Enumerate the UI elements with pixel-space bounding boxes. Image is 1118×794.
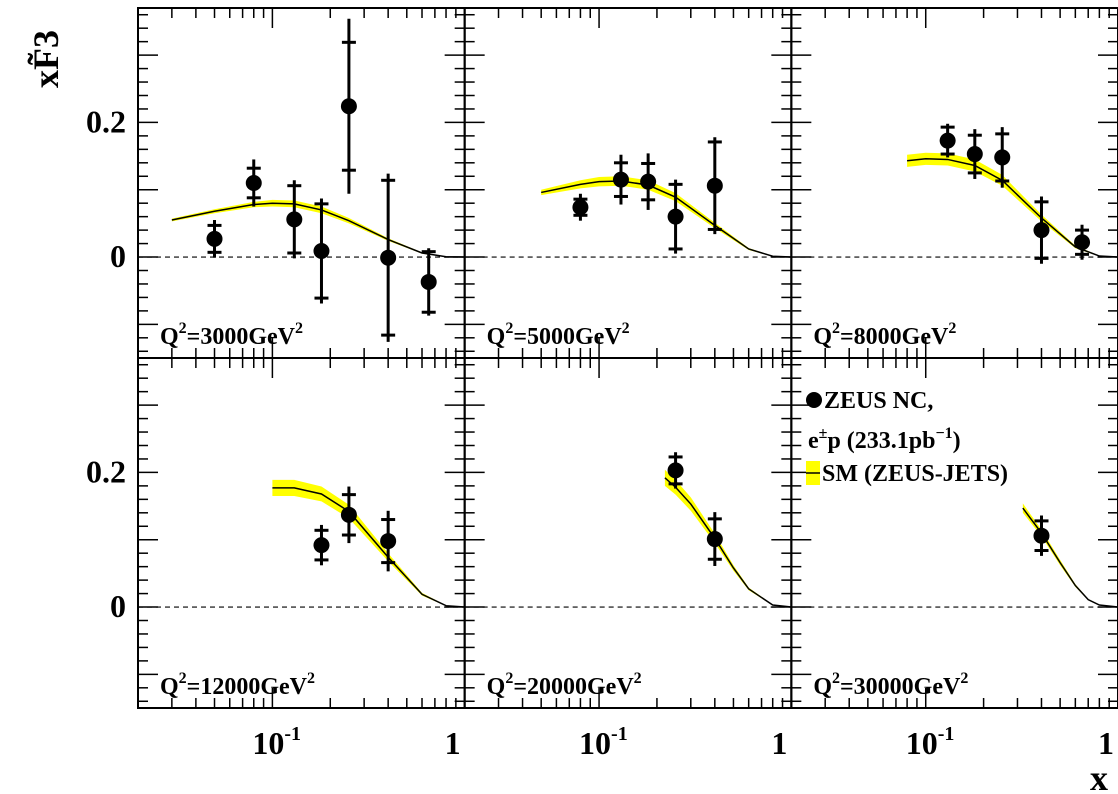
model-band bbox=[1022, 503, 1118, 608]
data-point bbox=[966, 146, 983, 163]
data-point bbox=[706, 177, 723, 194]
data-point bbox=[206, 230, 223, 247]
q2-label: Q2=20000GeV2 bbox=[487, 670, 642, 700]
data-point bbox=[667, 462, 684, 479]
data-point bbox=[939, 132, 956, 149]
data-point bbox=[340, 506, 357, 523]
panel-3: Q2=8000GeV2 bbox=[790, 7, 1118, 359]
y-axis-title-text: xF̃3 bbox=[26, 30, 66, 88]
data-point bbox=[313, 242, 330, 259]
y-tick-label: 0 bbox=[110, 588, 126, 624]
legend-marker-circle bbox=[806, 392, 822, 408]
q2-label: Q2=3000GeV2 bbox=[160, 320, 303, 350]
legend-label-data-line2: e±p (233.1pb−1) bbox=[808, 425, 961, 454]
panel-frame bbox=[137, 7, 466, 359]
data-point bbox=[380, 533, 397, 550]
q2-label: Q2=5000GeV2 bbox=[487, 320, 630, 350]
data-point bbox=[612, 171, 629, 188]
panel-frame bbox=[137, 357, 466, 709]
model-curve bbox=[664, 477, 792, 608]
data-point bbox=[706, 531, 723, 548]
x-tick-label: 10-1 bbox=[579, 723, 628, 761]
panels-layer: Q2=3000GeV2 0 0.2 Q2=5000GeV2 Q2=8000GeV2 Q2=… bbox=[86, 7, 1118, 761]
model-curve bbox=[272, 487, 465, 608]
legend-label-data: ZEUS NC, bbox=[824, 388, 933, 414]
x-tick-label: 10-1 bbox=[906, 723, 955, 761]
q2-label: Q2=30000GeV2 bbox=[813, 670, 968, 700]
y-tick-label: 0.2 bbox=[86, 103, 126, 139]
data-point bbox=[994, 149, 1011, 166]
y-tick-label: 0 bbox=[110, 238, 126, 274]
panel-2: Q2=5000GeV2 bbox=[463, 7, 793, 359]
data-point bbox=[313, 537, 330, 554]
x-tick-label: 1 bbox=[1098, 725, 1114, 761]
panel-6: Q2=30000GeV2 10-1 1 bbox=[790, 357, 1118, 761]
x-axis-title: x bbox=[1090, 758, 1108, 794]
model-curve bbox=[541, 180, 792, 258]
x-tick-label: 1 bbox=[445, 725, 461, 761]
panel-frame bbox=[790, 7, 1118, 359]
y-axis-title: xF̃3 bbox=[26, 30, 66, 88]
data-point bbox=[640, 173, 657, 190]
panel-4: Q2=12000GeV2 0 0.2 10-1 1 bbox=[86, 357, 466, 761]
legend-label-model: SM (ZEUS-JETS) bbox=[822, 461, 1008, 487]
model-band bbox=[907, 152, 1118, 258]
data-point bbox=[420, 273, 437, 290]
data-point bbox=[286, 211, 303, 228]
q2-label: Q2=12000GeV2 bbox=[160, 670, 315, 700]
model-curve bbox=[1022, 507, 1118, 608]
x-tick-label: 10-1 bbox=[252, 723, 301, 761]
data-point bbox=[667, 208, 684, 225]
data-point bbox=[1074, 234, 1091, 251]
y-tick-label: 0.2 bbox=[86, 453, 126, 489]
data-point bbox=[1033, 222, 1050, 239]
x-tick-label: 1 bbox=[771, 725, 787, 761]
data-point bbox=[572, 199, 589, 216]
panel-5: Q2=20000GeV2 10-1 1 bbox=[463, 357, 793, 761]
data-point bbox=[340, 98, 357, 115]
model-band bbox=[171, 199, 465, 258]
model-band bbox=[272, 479, 465, 608]
data-point bbox=[380, 249, 397, 266]
model-band bbox=[664, 469, 792, 608]
panel-frame bbox=[463, 357, 793, 709]
data-point bbox=[245, 175, 262, 191]
panel-1: Q2=3000GeV2 0 0.2 bbox=[86, 7, 466, 359]
data-point bbox=[1033, 527, 1050, 544]
legend: ZEUS NC, e±p (233.1pb−1) SM (ZEUS-JETS) bbox=[806, 388, 1008, 487]
q2-label: Q2=8000GeV2 bbox=[813, 320, 956, 350]
model-band bbox=[541, 176, 792, 258]
